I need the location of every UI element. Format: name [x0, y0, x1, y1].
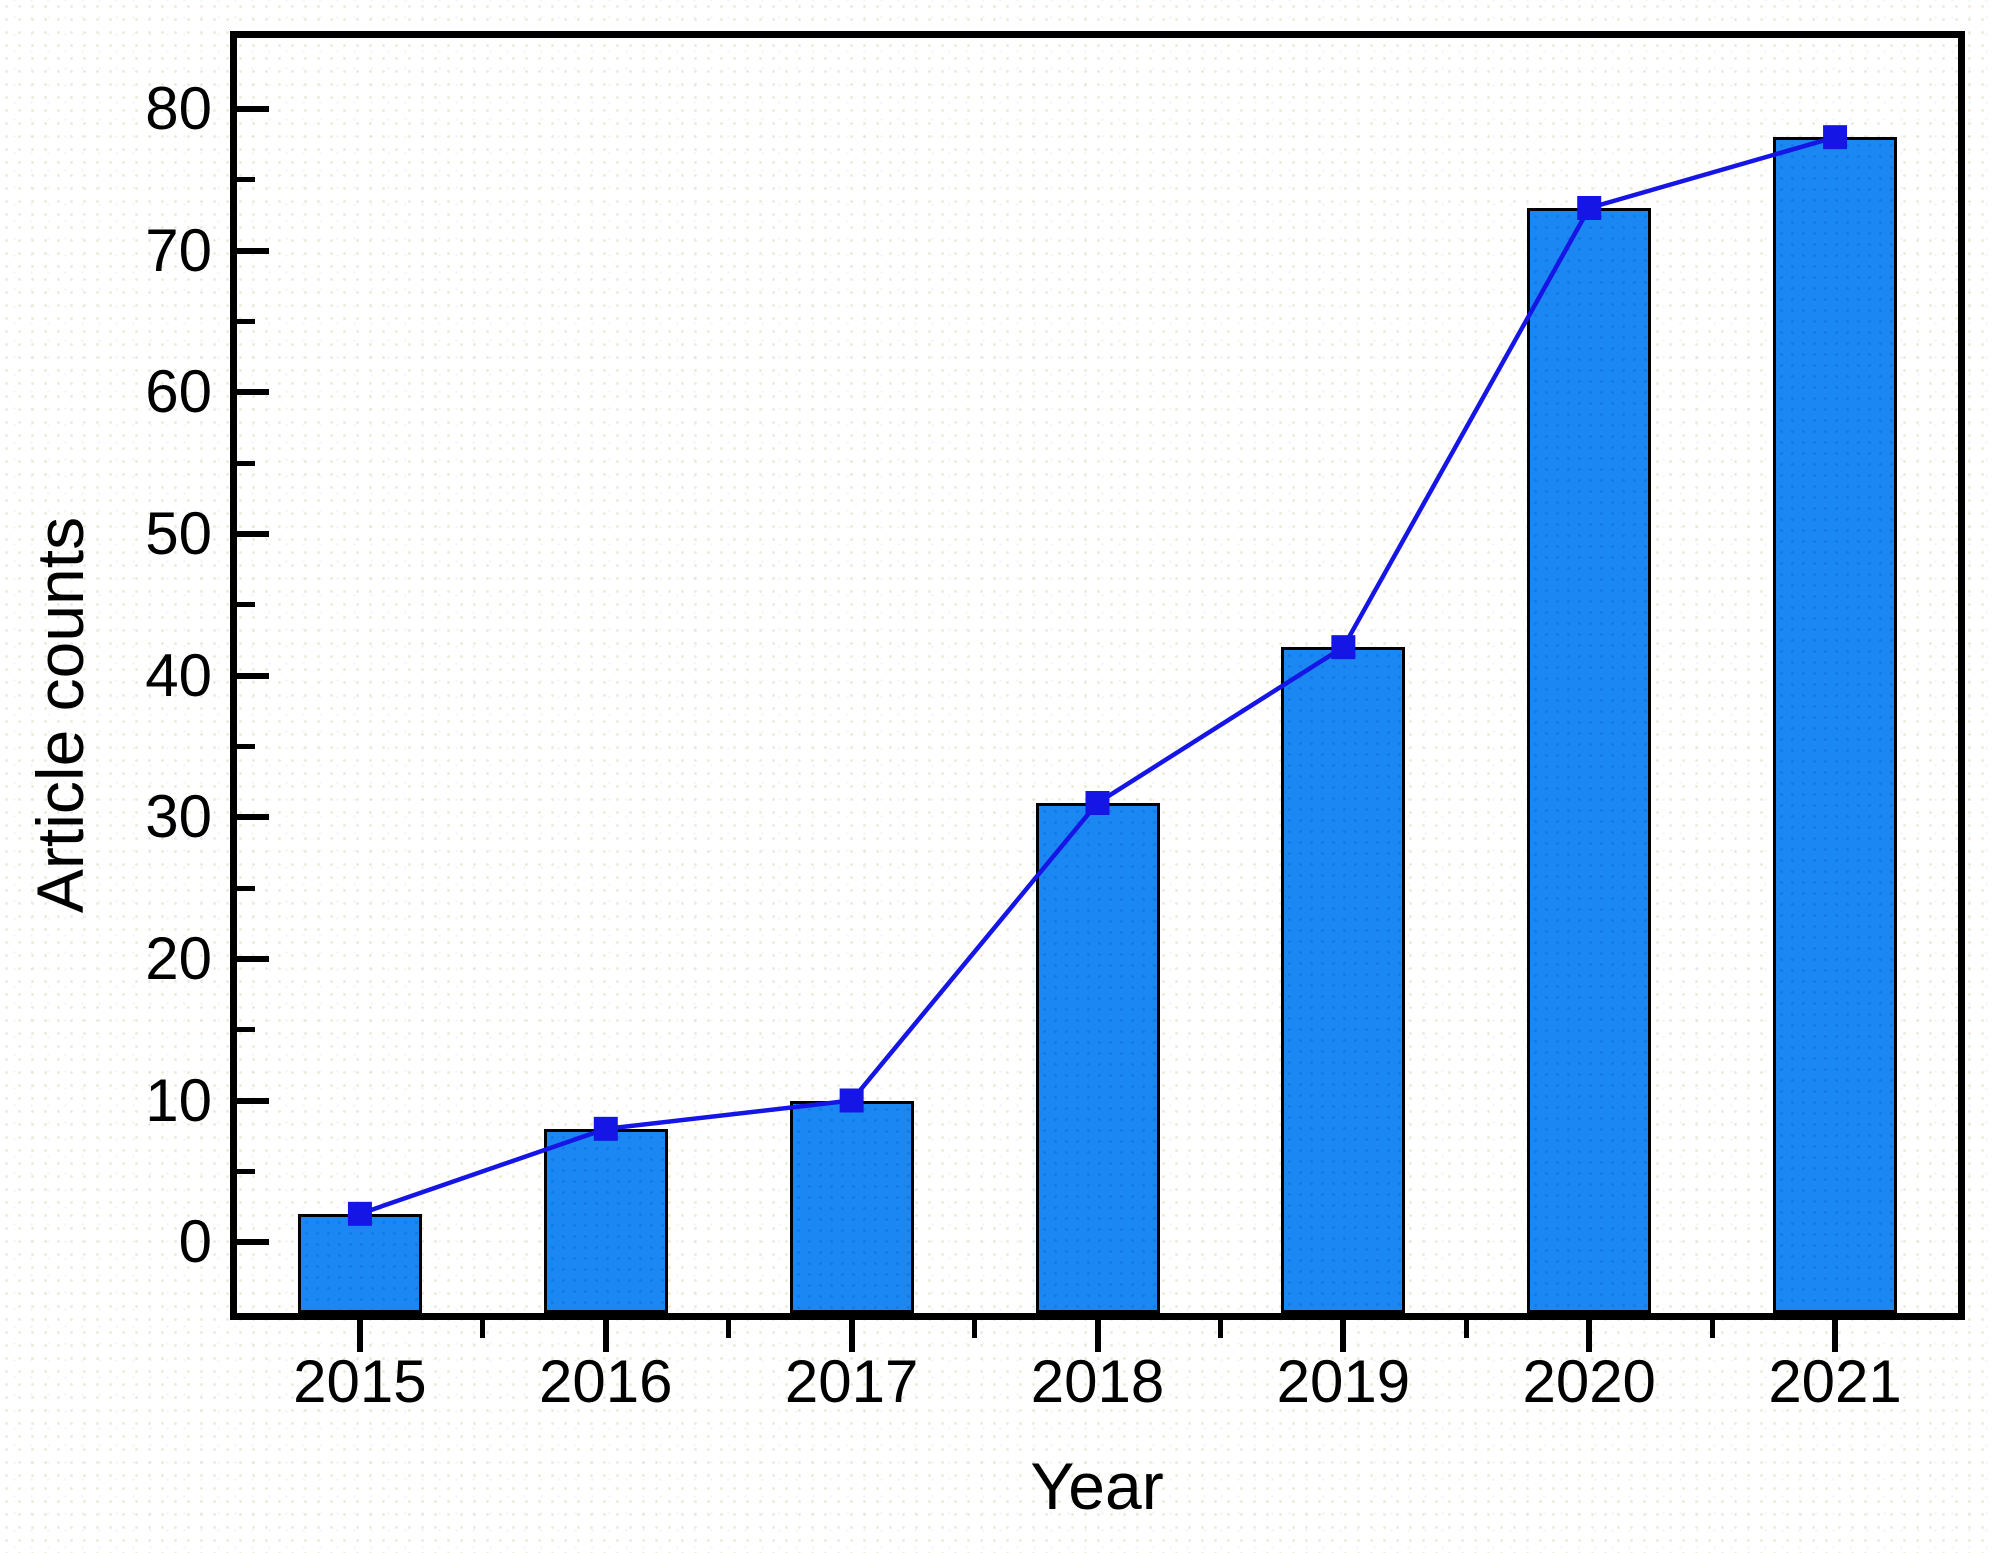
marker-2018 [1085, 791, 1110, 815]
y-tick-label-80: 80 [145, 74, 212, 142]
marker-2021 [1823, 125, 1848, 150]
y-tick-80 [237, 105, 269, 112]
x-tick-label-2019: 2019 [1276, 1348, 1411, 1415]
y-tick-label-30: 30 [145, 783, 212, 851]
y-tick-label-40: 40 [145, 641, 212, 709]
y-tick-label-50: 50 [145, 499, 212, 567]
y-tick-label-20: 20 [145, 924, 212, 992]
bar-2017 [789, 1100, 914, 1313]
y-tick-60 [237, 389, 269, 396]
x-tick-label-2020: 2020 [1522, 1348, 1656, 1415]
x-tick-label-2017: 2017 [784, 1348, 919, 1415]
x-tick-2016 [602, 1320, 609, 1352]
y-tick-10 [237, 1097, 269, 1104]
y-minor-tick-5 [237, 1168, 255, 1174]
marker-2019 [1331, 635, 1356, 660]
y-minor-tick-25 [237, 885, 255, 891]
x-tick-2020 [1586, 1320, 1593, 1352]
y-tick-label-60: 60 [145, 358, 212, 426]
y-tick-label-0: 0 [178, 1208, 212, 1276]
x-axis-title: Year [1030, 1449, 1164, 1523]
x-tick-label-2021: 2021 [1768, 1348, 1902, 1415]
y-minor-tick-45 [237, 602, 255, 608]
y-minor-tick-75 [237, 177, 255, 183]
x-minor-tick-4 [1217, 1320, 1223, 1338]
bar-2021 [1773, 137, 1898, 1313]
y-axis-title: Article counts [23, 516, 97, 914]
y-tick-label-10: 10 [145, 1066, 212, 1134]
x-minor-tick-3 [972, 1320, 978, 1338]
y-tick-30 [237, 814, 269, 821]
marker-2016 [593, 1116, 618, 1141]
y-tick-70 [237, 247, 269, 254]
x-tick-label-2015: 2015 [293, 1348, 427, 1415]
x-tick-2019 [1340, 1320, 1347, 1352]
y-minor-tick-55 [237, 460, 255, 466]
marker-2015 [347, 1201, 372, 1226]
x-minor-tick-1 [480, 1320, 486, 1338]
y-tick-50 [237, 530, 269, 537]
bar-2018 [1035, 803, 1160, 1313]
trend-line [359, 135, 1836, 1216]
x-minor-tick-6 [1709, 1320, 1715, 1338]
x-minor-tick-2 [726, 1320, 732, 1338]
y-tick-20 [237, 955, 269, 962]
y-minor-tick-65 [237, 318, 255, 324]
y-minor-tick-15 [237, 1027, 255, 1033]
x-tick-2015 [356, 1320, 363, 1352]
y-tick-0 [237, 1239, 269, 1246]
bar-2019 [1281, 647, 1406, 1313]
x-tick-2017 [848, 1320, 855, 1352]
x-tick-2021 [1832, 1320, 1839, 1352]
marker-2017 [839, 1088, 864, 1113]
marker-2020 [1577, 196, 1602, 220]
y-tick-label-70: 70 [145, 216, 212, 284]
bar-2020 [1527, 208, 1652, 1313]
y-tick-40 [237, 672, 269, 679]
x-tick-label-2018: 2018 [1030, 1348, 1165, 1415]
bar-2015 [297, 1213, 422, 1313]
y-minor-tick-35 [237, 743, 255, 749]
x-tick-2018 [1094, 1320, 1101, 1352]
trend-line-layer [347, 125, 1848, 1226]
x-tick-label-2016: 2016 [539, 1348, 673, 1415]
plot-area [237, 38, 1958, 1313]
x-minor-tick-5 [1463, 1320, 1469, 1338]
